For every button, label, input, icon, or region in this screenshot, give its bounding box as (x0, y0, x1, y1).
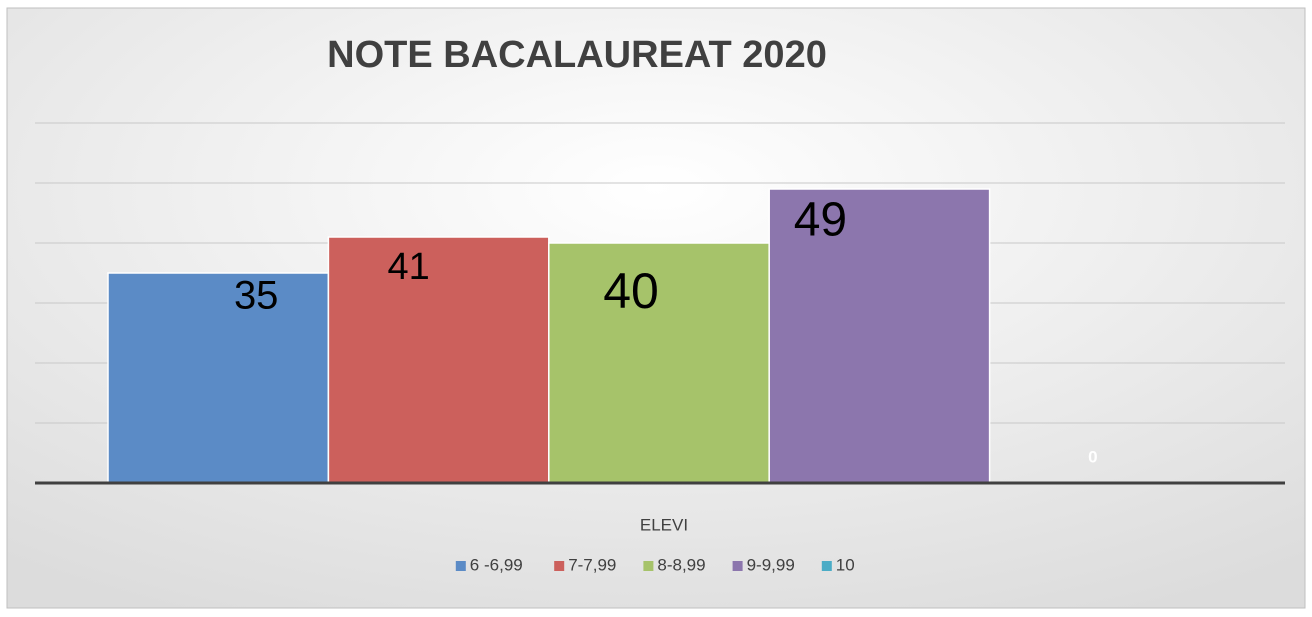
data-label: 49 (794, 194, 847, 247)
data-label: 0 (1088, 447, 1097, 466)
legend-swatch (554, 561, 565, 571)
legend-swatch (732, 561, 743, 571)
bar (768, 188, 991, 484)
legend-swatch (455, 561, 466, 571)
legend-label: 10 (836, 555, 855, 574)
legend-swatch (643, 561, 654, 571)
bar (107, 272, 330, 484)
legend-label: 9-9,99 (747, 555, 795, 574)
bar (327, 236, 550, 484)
legend-label: 6 -6,99 (470, 555, 523, 574)
chart-title: NOTE BACALAUREAT 2020 (327, 34, 827, 76)
data-label: 40 (603, 263, 659, 319)
legend-swatch (821, 561, 832, 571)
bar (548, 242, 770, 484)
legend-label: 7-7,99 (568, 555, 616, 574)
legend-label: 8-8,99 (657, 555, 705, 574)
data-label: 35 (234, 274, 279, 318)
x-tick-label: ELEVI (640, 515, 688, 534)
data-label: 41 (387, 246, 429, 288)
